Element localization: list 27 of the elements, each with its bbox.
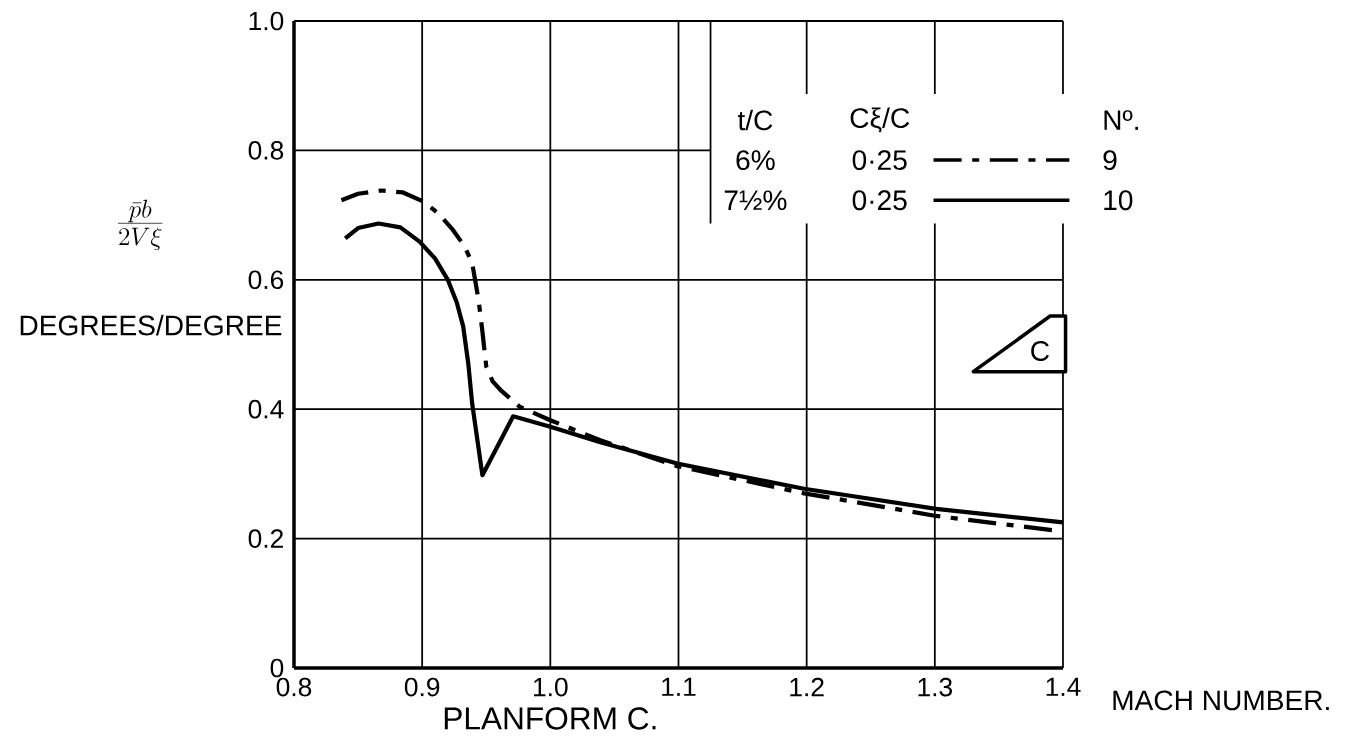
text: $\frac{\bar{p}b}{2V\xi}$ [118,199,163,251]
annotation: t/C [737,109,773,131]
annotation: 0·25 [852,150,907,171]
y-tick-label: 1.0 [249,11,284,31]
x-tick-label: 1.0 [534,677,568,697]
legend-label: 10 [1104,190,1133,211]
annotation: 6% [736,150,775,171]
annotation: 0·25 [852,190,907,211]
x-axis-title: MACH NUMBER. [1113,690,1329,711]
annotation: 7½% [724,190,787,211]
annotation: Cξ/C [850,107,910,133]
y-axis-title: DEGREES/DEGREE [20,314,282,336]
x-tick-label: 0.9 [404,677,440,697]
x-tick-label: 1.3 [918,677,952,697]
text: Nº. [1104,110,1138,130]
x-tick-label: 1.2 [790,677,824,697]
y-tick-label: 0.8 [248,141,284,160]
annotation: C [1031,341,1050,361]
text: PLANFORM C. [444,707,656,730]
legend-label: 9 [1103,150,1117,171]
y-tick-label: 0 [270,658,284,678]
x-tick-label: 1.4 [1046,677,1081,696]
y-tick-label: 0.2 [248,529,283,548]
x-tick-label: 1.1 [662,677,696,696]
x-tick-label: 0.8 [276,677,312,697]
y-tick-label: 0.6 [248,270,284,290]
y-tick-label: 0.4 [248,399,284,419]
